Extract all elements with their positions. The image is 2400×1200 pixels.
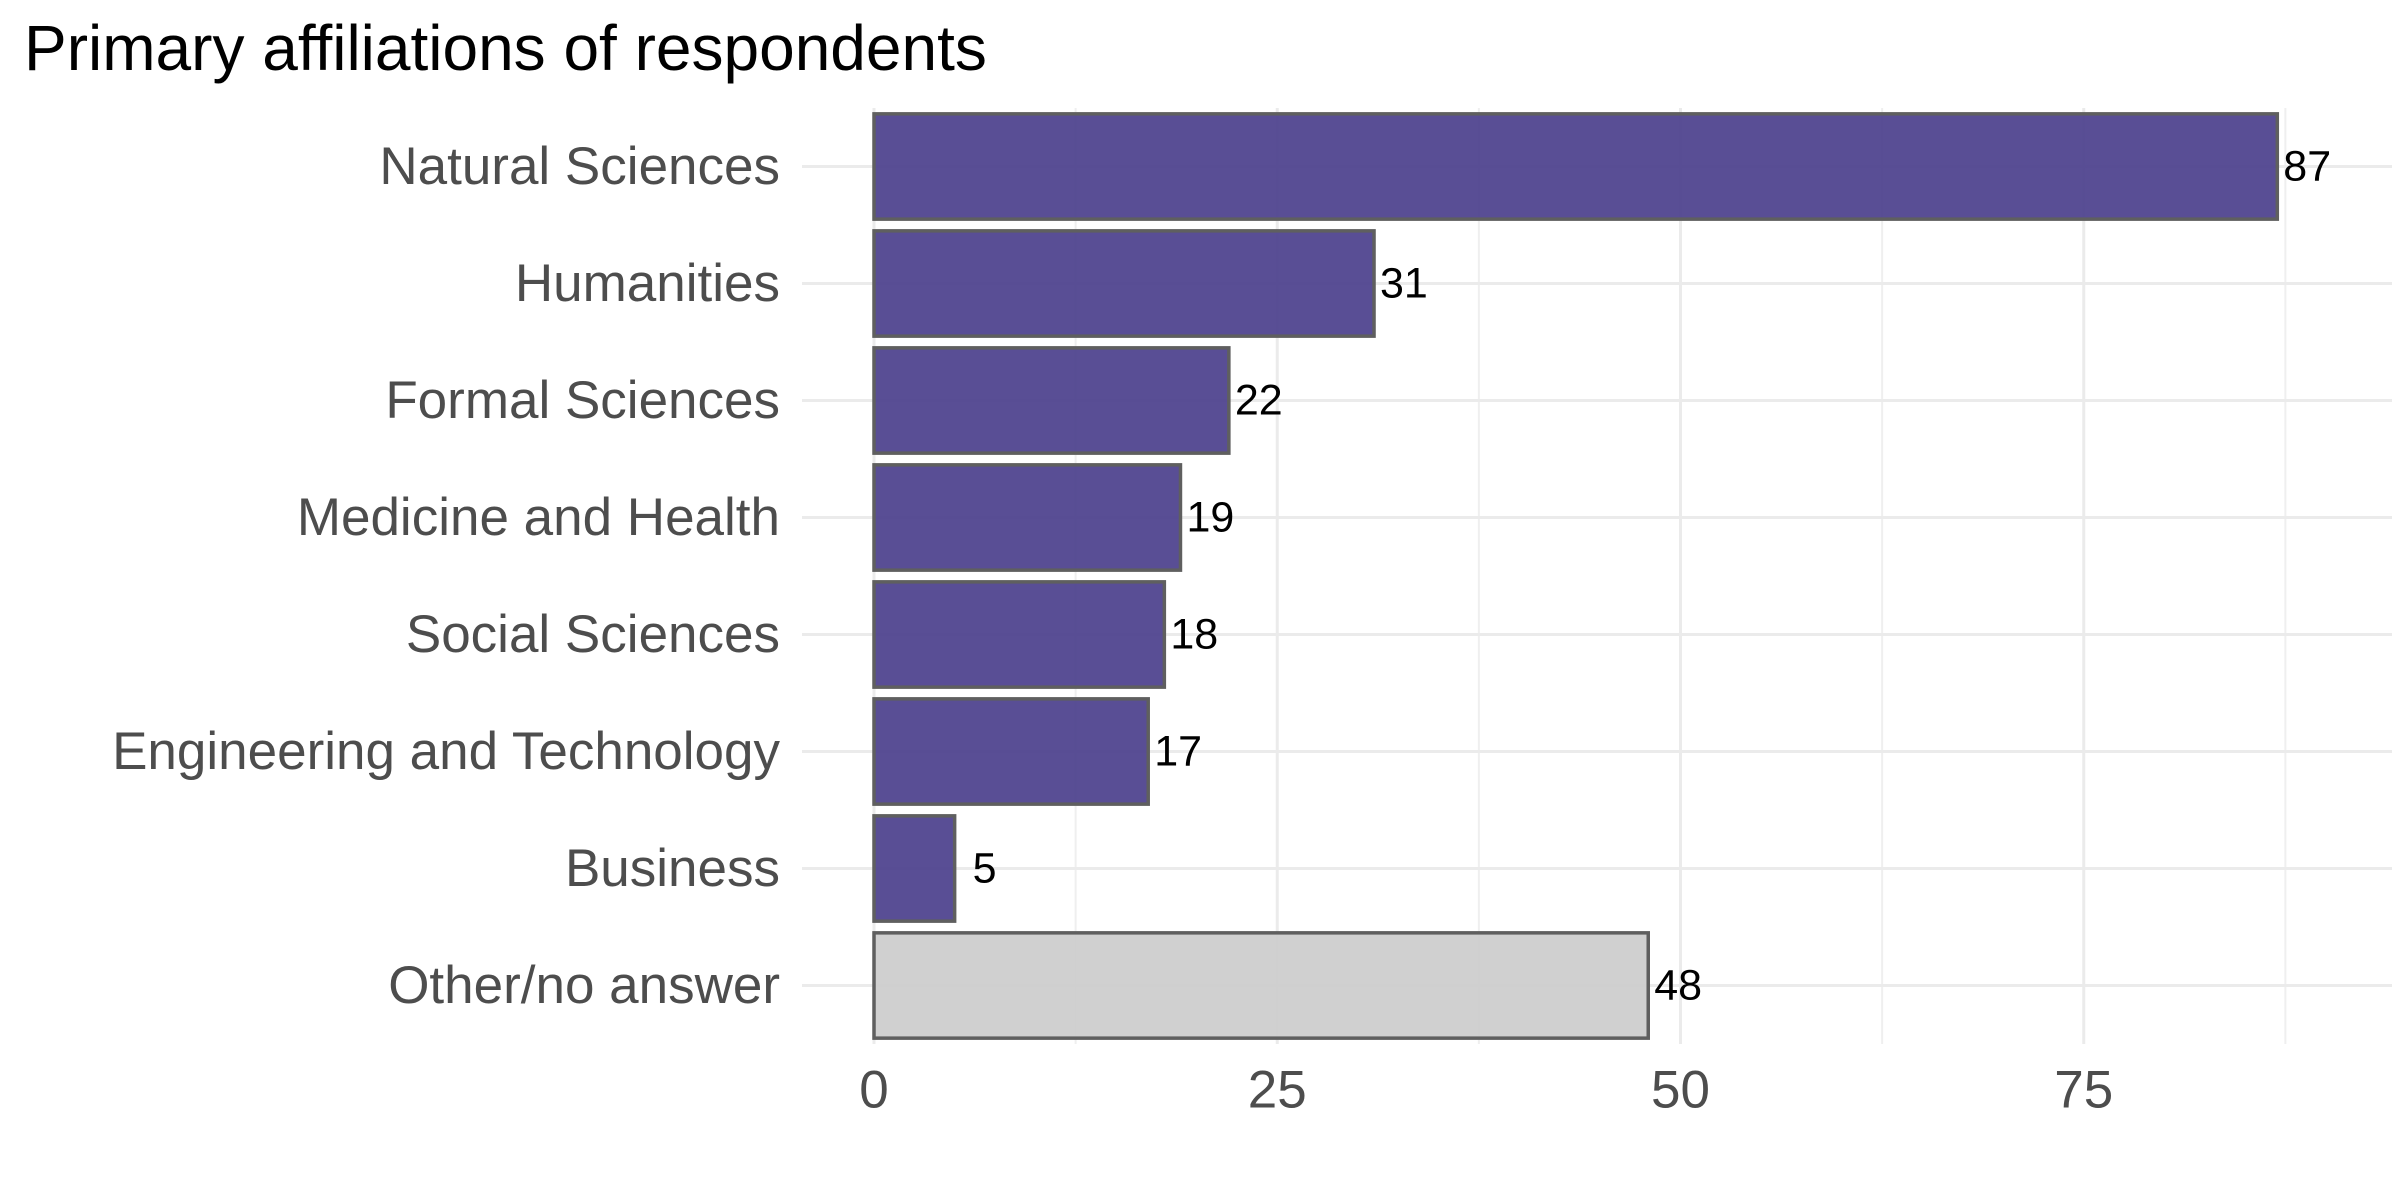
x-tick-label: 50 [1651,1061,1710,1120]
category-labels: Natural Sciences Humanities Formal Science… [112,137,780,1015]
chart-title: Primary affiliations of respondents [24,12,987,84]
bars [872,112,2280,1040]
value-labels: 87 31 22 19 18 17 5 48 [973,143,2332,1010]
x-tick-label: 0 [859,1061,888,1120]
category-label: Formal Sciences [385,371,780,430]
x-tick-label: 75 [2054,1061,2113,1120]
x-axis-tick-labels: 0 25 50 75 [859,1061,2113,1120]
value-label: 18 [1170,611,1218,659]
category-label: Humanities [515,254,780,313]
category-label: Social Sciences [406,605,780,664]
bar-formal-sciences [872,346,1231,455]
category-label: Natural Sciences [379,137,780,196]
value-label: 31 [1380,260,1428,308]
value-label: 5 [973,845,997,893]
bar-social-sciences [872,580,1167,689]
value-label: 17 [1154,728,1202,776]
category-label: Medicine and Health [297,488,780,547]
category-label: Business [565,839,780,898]
bar-medicine-and-health [872,463,1183,572]
value-label: 19 [1186,494,1234,542]
category-label: Other/no answer [388,956,780,1015]
bar-engineering-and-technology [872,697,1150,806]
bar-business [872,814,957,923]
bar-other-no-answer [872,931,1650,1040]
value-label: 48 [1654,962,1702,1010]
value-label: 22 [1235,377,1283,425]
bar-natural-sciences [872,112,2280,221]
value-label: 87 [2283,143,2331,191]
category-label: Engineering and Technology [112,722,780,781]
x-tick-label: 25 [1248,1061,1307,1120]
bar-humanities [872,229,1376,338]
